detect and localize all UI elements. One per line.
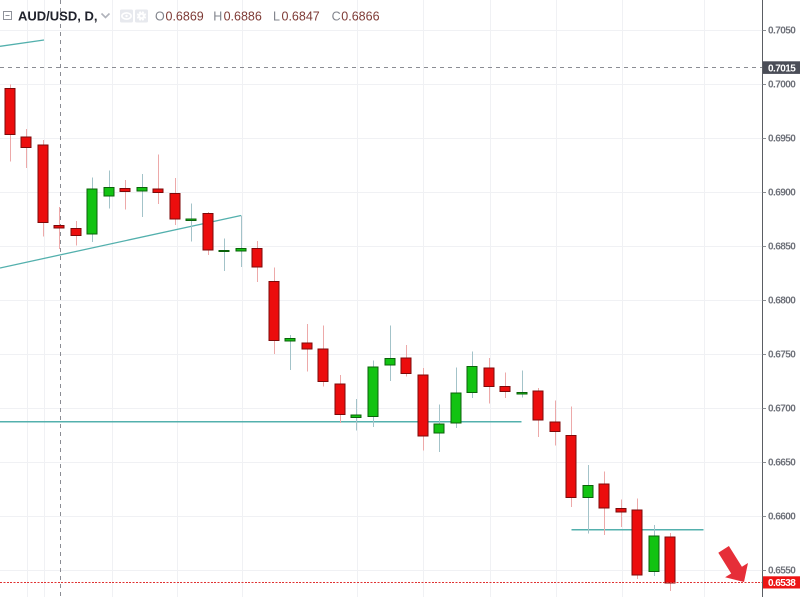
svg-text:0.6847: 0.6847 xyxy=(282,10,320,24)
svg-text:0.7050: 0.7050 xyxy=(768,26,796,37)
svg-text:L: L xyxy=(273,10,280,24)
svg-text:C: C xyxy=(332,10,341,24)
svg-text:AUD/USD, D,: AUD/USD, D, xyxy=(18,9,97,24)
svg-text:0.6869: 0.6869 xyxy=(166,10,204,24)
svg-text:H: H xyxy=(213,10,222,24)
svg-text:0.6550: 0.6550 xyxy=(768,566,796,577)
svg-text:0.6538: 0.6538 xyxy=(768,578,796,589)
svg-text:0.6900: 0.6900 xyxy=(768,188,796,199)
svg-text:0.6866: 0.6866 xyxy=(341,10,379,24)
svg-text:0.6800: 0.6800 xyxy=(768,296,796,307)
svg-text:0.6650: 0.6650 xyxy=(768,458,796,469)
svg-text:0.6886: 0.6886 xyxy=(224,10,262,24)
svg-text:0.6700: 0.6700 xyxy=(768,404,796,415)
svg-text:O: O xyxy=(155,10,165,24)
svg-text:0.6600: 0.6600 xyxy=(768,512,796,523)
svg-text:0.7000: 0.7000 xyxy=(768,80,796,91)
svg-text:0.6750: 0.6750 xyxy=(768,350,796,361)
svg-text:0.7015: 0.7015 xyxy=(768,63,796,74)
svg-text:0.6850: 0.6850 xyxy=(768,242,796,253)
svg-text:0.6950: 0.6950 xyxy=(768,134,796,145)
